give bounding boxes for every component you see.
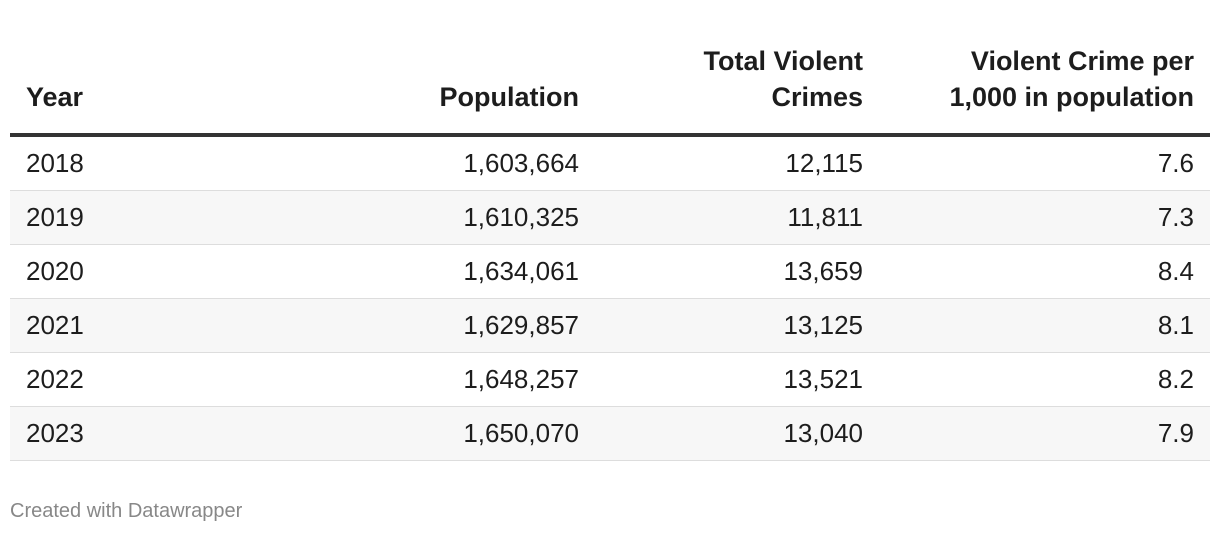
table-cell: 13,659 bbox=[595, 244, 879, 299]
table-row: 2022 1,648,257 13,521 8.2 bbox=[10, 352, 1210, 407]
table-row: 2023 1,650,070 13,040 7.9 bbox=[10, 406, 1210, 461]
table-cell: 2022 bbox=[10, 352, 300, 407]
table-row: 2018 1,603,664 12,115 7.6 bbox=[10, 135, 1210, 191]
header-row: Year Population Total Violent Crimes Violen… bbox=[10, 10, 1210, 137]
column-header: Total Violent Crimes bbox=[595, 10, 879, 137]
table-cell: 1,610,325 bbox=[300, 190, 595, 245]
table-cell: 2018 bbox=[10, 135, 300, 191]
table-cell: 1,650,070 bbox=[300, 406, 595, 461]
table-cell: 7.6 bbox=[879, 135, 1210, 191]
table-cell: 13,521 bbox=[595, 352, 879, 407]
table-cell: 8.1 bbox=[879, 298, 1210, 353]
column-header: Population bbox=[300, 10, 595, 137]
table-cell: 2023 bbox=[10, 406, 300, 461]
table-row: 2020 1,634,061 13,659 8.4 bbox=[10, 244, 1210, 299]
column-header: Year bbox=[10, 10, 300, 137]
table-row: 2021 1,629,857 13,125 8.1 bbox=[10, 298, 1210, 353]
table-cell: 12,115 bbox=[595, 135, 879, 191]
column-header: Violent Crime per 1,000 in population bbox=[879, 10, 1210, 137]
table-cell: 13,125 bbox=[595, 298, 879, 353]
table-cell: 7.9 bbox=[879, 406, 1210, 461]
data-table: Year Population Total Violent Crimes Violen… bbox=[10, 10, 1210, 461]
table-cell: 2021 bbox=[10, 298, 300, 353]
table-cell: 1,603,664 bbox=[300, 135, 595, 191]
table-cell: 2020 bbox=[10, 244, 300, 299]
table-cell: 7.3 bbox=[879, 190, 1210, 245]
table-cell: 11,811 bbox=[595, 190, 879, 245]
footer: Created with Datawrapper bbox=[10, 500, 243, 522]
table-cell: 1,648,257 bbox=[300, 352, 595, 407]
table-cell: 8.4 bbox=[879, 244, 1210, 299]
table-head: Year Population Total Violent Crimes Violen… bbox=[10, 10, 1210, 137]
table-cell: 1,634,061 bbox=[300, 244, 595, 299]
table-body: 2018 1,603,664 12,115 7.6 2019 1,610,325 11,81… bbox=[10, 135, 1210, 461]
table-cell: 13,040 bbox=[595, 406, 879, 461]
table-row: 2019 1,610,325 11,811 7.3 bbox=[10, 190, 1210, 245]
table-cell: 2019 bbox=[10, 190, 300, 245]
table-cell: 8.2 bbox=[879, 352, 1210, 407]
table-cell: 1,629,857 bbox=[300, 298, 595, 353]
